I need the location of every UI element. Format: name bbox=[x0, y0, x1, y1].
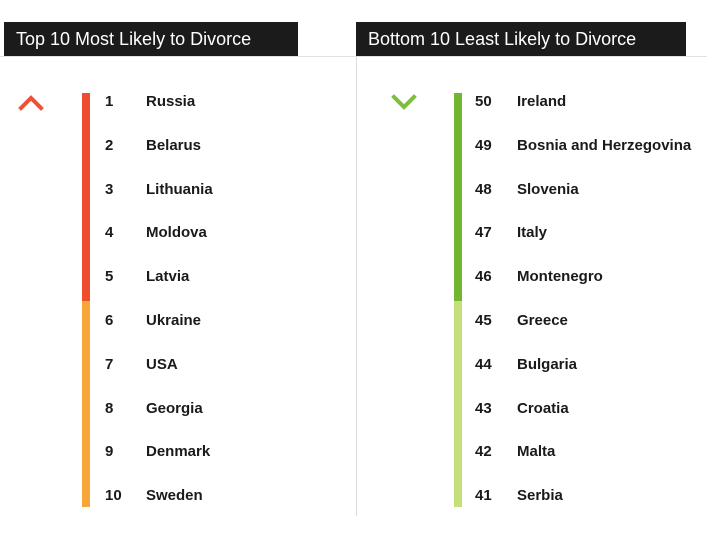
country-name: Belarus bbox=[146, 136, 202, 154]
country-name: USA bbox=[146, 355, 178, 373]
rank-number: 5 bbox=[105, 268, 114, 286]
country-name: Slovenia bbox=[517, 180, 579, 198]
country-name: Sweden bbox=[146, 487, 203, 505]
country-name: Montenegro bbox=[517, 268, 603, 286]
list-item: 6 Ukraine bbox=[0, 299, 356, 343]
list-item: 48 Slovenia bbox=[356, 168, 707, 212]
country-name: Malta bbox=[517, 443, 556, 461]
list-item: 41 Serbia bbox=[356, 474, 707, 518]
header-rule-right bbox=[356, 56, 707, 57]
panel-divider bbox=[356, 56, 357, 516]
list-item: 46 Montenegro bbox=[356, 255, 707, 299]
list-item: 10 Sweden bbox=[0, 474, 356, 518]
rank-number: 50 bbox=[475, 93, 492, 110]
list-item: 3 Lithuania bbox=[0, 168, 356, 212]
list-item: 49 Bosnia and Herzegovina bbox=[356, 124, 707, 168]
rank-number: 3 bbox=[105, 180, 114, 198]
rank-bar-upper bbox=[82, 93, 90, 301]
rank-number: 6 bbox=[105, 311, 114, 329]
rank-number: 9 bbox=[105, 443, 114, 461]
rank-number: 10 bbox=[105, 487, 122, 505]
most-likely-title: Top 10 Most Likely to Divorce bbox=[4, 22, 298, 56]
list-item: 47 Italy bbox=[356, 211, 707, 255]
least-likely-title: Bottom 10 Least Likely to Divorce bbox=[356, 22, 686, 56]
rank-number: 45 bbox=[475, 311, 492, 329]
chevron-down-shape bbox=[391, 94, 417, 110]
list-item: 9 Denmark bbox=[0, 430, 356, 474]
rank-number: 49 bbox=[475, 136, 492, 154]
country-name: Greece bbox=[517, 311, 568, 329]
rank-number: 44 bbox=[475, 355, 492, 373]
chevron-down-icon bbox=[391, 94, 417, 110]
list-item: 43 Croatia bbox=[356, 387, 707, 431]
rank-number: 2 bbox=[105, 136, 114, 154]
country-name: Ukraine bbox=[146, 311, 202, 329]
rank-number: 47 bbox=[475, 224, 492, 242]
country-name: Denmark bbox=[146, 443, 211, 461]
most-likely-list: 1 Russia 2 Belarus 3 Lithuania 4 Moldova 5 La… bbox=[0, 80, 356, 518]
country-name: Italy bbox=[517, 224, 548, 242]
country-name: Georgia bbox=[146, 399, 203, 417]
list-item: 1 Russia bbox=[0, 80, 356, 124]
country-name: Latvia bbox=[146, 268, 190, 286]
list-item: 44 Bulgaria bbox=[356, 343, 707, 387]
rank-number: 46 bbox=[475, 268, 492, 286]
list-item: 4 Moldova bbox=[0, 211, 356, 255]
chevron-up-shape bbox=[18, 95, 44, 111]
list-item: 5 Latvia bbox=[0, 255, 356, 299]
list-item: 2 Belarus bbox=[0, 124, 356, 168]
rank-number: 42 bbox=[475, 443, 492, 461]
rank-number: 1 bbox=[105, 93, 114, 110]
rank-bar-lower bbox=[82, 301, 90, 507]
list-item: 8 Georgia bbox=[0, 387, 356, 431]
rank-number: 43 bbox=[475, 399, 492, 417]
header-rule-left bbox=[0, 56, 356, 57]
country-name: Lithuania bbox=[146, 180, 213, 198]
country-name: Russia bbox=[146, 93, 196, 110]
rank-number: 41 bbox=[475, 487, 492, 505]
least-likely-panel: Bottom 10 Least Likely to Divorce 50 Irel… bbox=[356, 0, 707, 520]
rank-number: 7 bbox=[105, 355, 114, 373]
most-likely-panel: Top 10 Most Likely to Divorce 1 Russia 2 B… bbox=[0, 0, 356, 520]
country-name: Ireland bbox=[517, 93, 567, 110]
rank-bar-upper bbox=[454, 93, 462, 301]
country-name: Serbia bbox=[517, 487, 563, 505]
chevron-up-icon bbox=[18, 95, 44, 111]
rank-number: 8 bbox=[105, 399, 114, 417]
list-item: 42 Malta bbox=[356, 430, 707, 474]
rank-number: 48 bbox=[475, 180, 492, 198]
country-name: Bulgaria bbox=[517, 355, 578, 373]
country-name: Moldova bbox=[146, 224, 207, 242]
country-name: Bosnia and Herzegovina bbox=[517, 136, 692, 154]
least-likely-list: 50 Ireland 49 Bosnia and Herzegovina 48 Slo… bbox=[356, 80, 707, 518]
country-name: Croatia bbox=[517, 399, 569, 417]
rank-bar-lower bbox=[454, 301, 462, 507]
rank-number: 4 bbox=[105, 224, 114, 242]
list-item: 45 Greece bbox=[356, 299, 707, 343]
list-item: 50 Ireland bbox=[356, 80, 707, 124]
list-item: 7 USA bbox=[0, 343, 356, 387]
